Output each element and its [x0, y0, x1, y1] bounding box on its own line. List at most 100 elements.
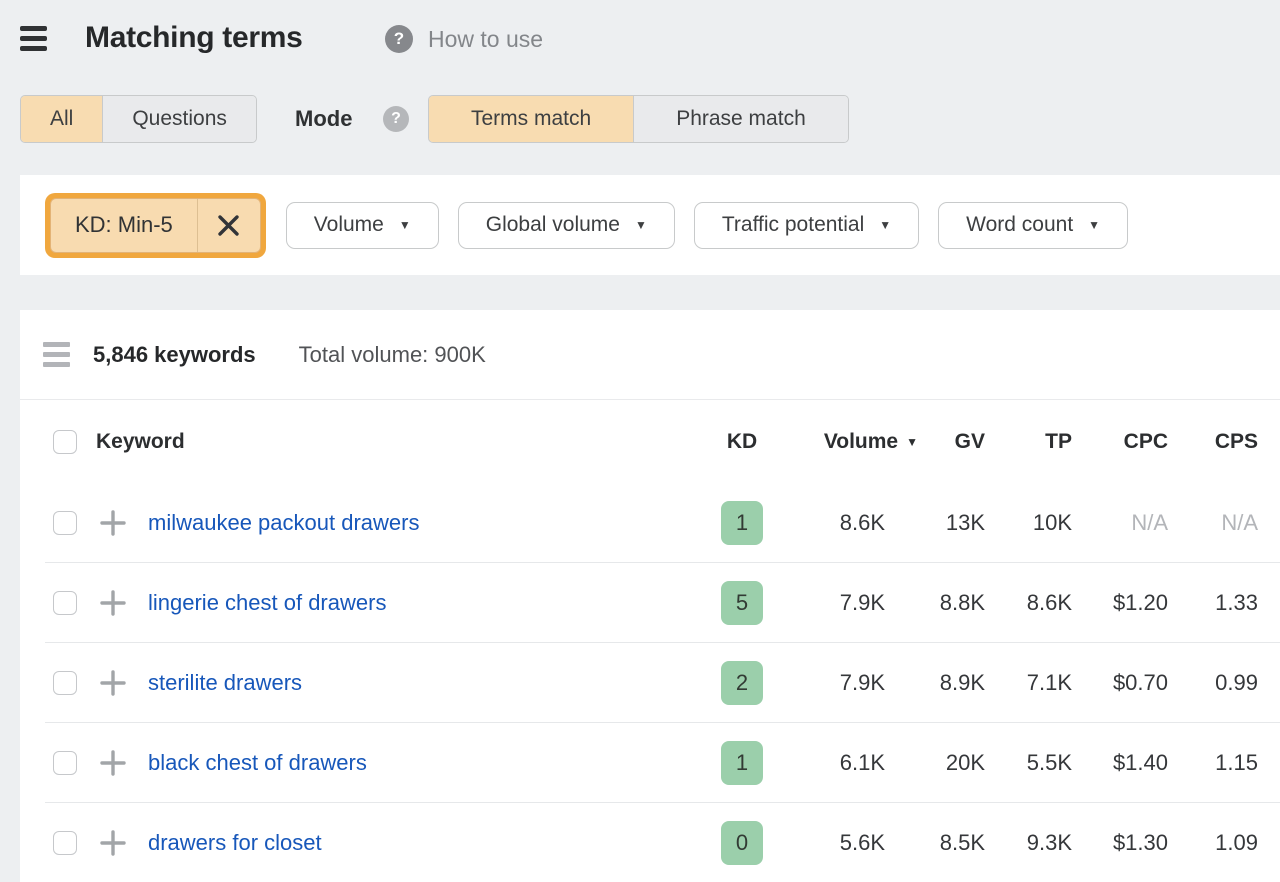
- kd-filter-chip[interactable]: KD: Min-5: [45, 192, 266, 258]
- close-icon: [218, 214, 239, 236]
- add-to-list-button[interactable]: [100, 510, 126, 536]
- volume-value: 6.1K: [839, 750, 885, 775]
- kd-filter-label[interactable]: KD: Min-5: [75, 212, 173, 237]
- plus-icon: [100, 510, 126, 536]
- table-row: drawers for closet 0 5.6K 8.5K 9.3K $1.3…: [20, 803, 1280, 882]
- traffic-potential-filter-label: Traffic potential: [721, 213, 865, 236]
- column-volume[interactable]: Volume ▼: [777, 430, 922, 454]
- cps-value: 0.99: [1215, 670, 1258, 695]
- tp-value: 5.5K: [1026, 750, 1072, 775]
- row-checkbox[interactable]: [53, 511, 77, 535]
- caret-down-icon: ▼: [879, 218, 892, 232]
- word-count-filter-label: Word count: [966, 213, 1074, 236]
- cps-value: 1.15: [1215, 750, 1258, 775]
- cpc-value: $0.70: [1112, 670, 1168, 695]
- volume-filter-label: Volume: [313, 213, 384, 236]
- cpc-value: $1.20: [1112, 590, 1168, 615]
- volume-value: 7.9K: [839, 670, 885, 695]
- cps-value: 1.33: [1215, 590, 1258, 615]
- volume-value: 7.9K: [839, 590, 885, 615]
- table-row: sterilite drawers 2 7.9K 8.9K 7.1K $0.70…: [20, 643, 1280, 723]
- filter-dropdowns: Volume ▼ Global volume ▼ Traffic potenti…: [285, 201, 1129, 249]
- keyword-link[interactable]: milwaukee packout drawers: [148, 510, 420, 535]
- row-checkbox[interactable]: [53, 591, 77, 615]
- keyword-link[interactable]: drawers for closet: [148, 830, 322, 855]
- column-kd[interactable]: KD: [726, 429, 758, 453]
- results-header: 5,846 keywords Total volume: 900K: [20, 310, 1280, 400]
- row-checkbox[interactable]: [53, 831, 77, 855]
- cps-value: N/A: [1221, 510, 1258, 535]
- plus-icon: [100, 670, 126, 696]
- gv-value: 8.9K: [939, 670, 985, 695]
- add-to-list-button[interactable]: [100, 750, 126, 776]
- traffic-potential-filter-button[interactable]: Traffic potential ▼: [693, 201, 920, 249]
- cps-value: 1.09: [1215, 830, 1258, 855]
- column-gv[interactable]: GV: [954, 429, 985, 453]
- row-checkbox[interactable]: [53, 671, 77, 695]
- sort-desc-icon: ▼: [906, 434, 918, 449]
- select-all-checkbox[interactable]: [53, 429, 77, 454]
- table-row: milwaukee packout drawers 1 8.6K 13K 10K…: [20, 483, 1280, 563]
- scope-tabs: All Questions: [20, 95, 257, 143]
- kd-badge: 5: [721, 581, 763, 625]
- tab-all[interactable]: All: [21, 96, 103, 142]
- kd-badge: 0: [721, 821, 763, 865]
- volume-filter-button[interactable]: Volume ▼: [285, 201, 439, 249]
- column-tp[interactable]: TP: [1045, 429, 1072, 453]
- cpc-value: $1.40: [1112, 750, 1168, 775]
- caret-down-icon: ▼: [1088, 218, 1101, 232]
- tp-value: 7.1K: [1026, 670, 1072, 695]
- plus-icon: [100, 830, 126, 856]
- kd-badge: 2: [721, 661, 763, 705]
- row-checkbox[interactable]: [53, 751, 77, 775]
- word-count-filter-button[interactable]: Word count ▼: [938, 201, 1129, 249]
- table-row: black chest of drawers 1 6.1K 20K 5.5K $…: [20, 723, 1280, 803]
- add-to-list-button[interactable]: [100, 830, 126, 856]
- menu-icon[interactable]: [20, 26, 47, 52]
- keywords-count: 5,846 keywords: [93, 341, 256, 367]
- tab-terms-match[interactable]: Terms match: [429, 96, 634, 142]
- help-icon[interactable]: ?: [385, 25, 413, 53]
- table-row: lingerie chest of drawers 5 7.9K 8.8K 8.…: [20, 563, 1280, 643]
- plus-icon: [100, 590, 126, 616]
- mode-help-icon[interactable]: ?: [383, 106, 409, 132]
- column-cpc[interactable]: CPC: [1123, 429, 1168, 453]
- caret-down-icon: ▼: [634, 218, 647, 232]
- table-body: milwaukee packout drawers 1 8.6K 13K 10K…: [20, 483, 1280, 882]
- keyword-link[interactable]: sterilite drawers: [148, 670, 303, 695]
- caret-down-icon: ▼: [398, 218, 411, 232]
- cpc-value: $1.30: [1112, 830, 1168, 855]
- filter-bar: KD: Min-5 Volume ▼ Global volume ▼ Traff…: [20, 175, 1280, 275]
- tab-questions[interactable]: Questions: [102, 96, 256, 142]
- tp-value: 9.3K: [1026, 830, 1072, 855]
- list-options-icon[interactable]: [43, 342, 70, 367]
- add-to-list-button[interactable]: [100, 590, 126, 616]
- total-volume: Total volume: 900K: [298, 341, 486, 367]
- gv-value: 20K: [945, 750, 985, 775]
- gv-value: 13K: [945, 510, 985, 535]
- mode-tabs: Terms match Phrase match: [428, 95, 849, 143]
- chip-divider: [196, 198, 198, 252]
- column-keyword[interactable]: Keyword: [96, 429, 185, 453]
- keyword-link[interactable]: black chest of drawers: [148, 750, 367, 775]
- kd-badge: 1: [721, 741, 763, 785]
- cpc-value: N/A: [1131, 510, 1168, 535]
- tp-value: 10K: [1032, 510, 1072, 535]
- results-panel: 5,846 keywords Total volume: 900K Keywor…: [20, 310, 1280, 882]
- kd-badge: 1: [721, 501, 763, 545]
- column-cps[interactable]: CPS: [1214, 429, 1258, 453]
- page-title: Matching terms: [85, 21, 303, 54]
- global-volume-filter-button[interactable]: Global volume ▼: [457, 201, 675, 249]
- global-volume-filter-label: Global volume: [485, 213, 620, 236]
- mode-label: Mode: [295, 106, 353, 131]
- tp-value: 8.6K: [1026, 590, 1072, 615]
- table-header-row: Keyword KD Volume ▼ GV TP CPC CPS: [20, 400, 1280, 483]
- tab-phrase-match[interactable]: Phrase match: [633, 96, 848, 142]
- how-to-use-link[interactable]: How to use: [428, 26, 544, 52]
- keyword-link[interactable]: lingerie chest of drawers: [148, 590, 387, 615]
- add-to-list-button[interactable]: [100, 670, 126, 696]
- remove-filter-button[interactable]: [198, 199, 260, 252]
- volume-value: 8.6K: [839, 510, 885, 535]
- gv-value: 8.8K: [939, 590, 985, 615]
- column-volume-label: Volume: [823, 429, 899, 453]
